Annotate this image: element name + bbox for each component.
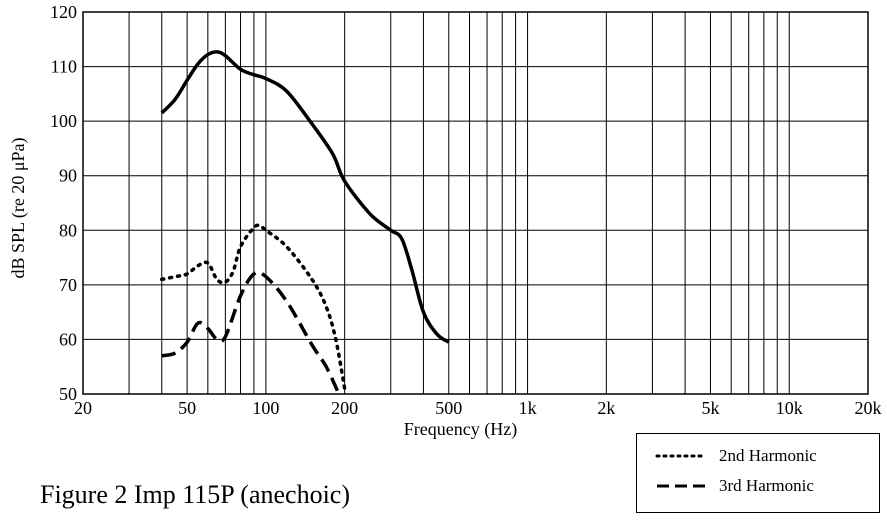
x-tick-label: 100 xyxy=(252,398,279,418)
x-axis-label: Frequency (Hz) xyxy=(404,419,517,440)
dotted-line-swatch xyxy=(655,454,707,458)
y-tick-label: 50 xyxy=(59,384,77,404)
y-tick-label: 120 xyxy=(50,2,77,22)
x-tick-label: 20 xyxy=(74,398,92,418)
y-tick-label: 90 xyxy=(59,166,77,186)
second-harmonic-series-line xyxy=(160,223,347,391)
dashed-line-swatch xyxy=(657,484,705,488)
figure-caption: Figure 2 Imp 115P (anechoic) xyxy=(40,480,350,509)
y-tick-label: 60 xyxy=(59,329,77,349)
x-tick-label: 20k xyxy=(855,398,882,418)
tick-labels: 20 50 100 200 500 1k 2k 5k 10k 20k506070809010011… xyxy=(50,2,882,418)
third-harmonic-series-line xyxy=(161,270,341,395)
x-tick-label: 1k xyxy=(519,398,537,418)
plot-frame xyxy=(82,11,869,395)
x-tick-label: 2k xyxy=(597,398,615,418)
fundamental-series-line xyxy=(160,50,450,344)
y-axis-label: dB SPL (re 20 μPa) xyxy=(8,138,29,279)
legend-item-3rd-harmonic: 3rd Harmonic xyxy=(655,474,814,498)
x-tick-label: 200 xyxy=(331,398,358,418)
x-tick-label: 50 xyxy=(178,398,196,418)
x-tick-label: 500 xyxy=(435,398,462,418)
legend-label-3rd-harmonic: 3rd Harmonic xyxy=(719,476,814,495)
y-tick-label: 110 xyxy=(51,57,77,77)
x-tick-label: 5k xyxy=(701,398,719,418)
chart-series xyxy=(160,50,450,395)
y-tick-label: 70 xyxy=(59,275,77,295)
chart-legend: 2nd Harmonic 3rd Harmonic xyxy=(636,433,880,513)
y-tick-label: 100 xyxy=(50,111,77,131)
legend-label-2nd-harmonic: 2nd Harmonic xyxy=(719,446,817,465)
y-tick-label: 80 xyxy=(59,220,77,240)
x-tick-label: 10k xyxy=(776,398,803,418)
chart-grid xyxy=(83,12,868,394)
legend-item-2nd-harmonic: 2nd Harmonic xyxy=(655,444,817,468)
